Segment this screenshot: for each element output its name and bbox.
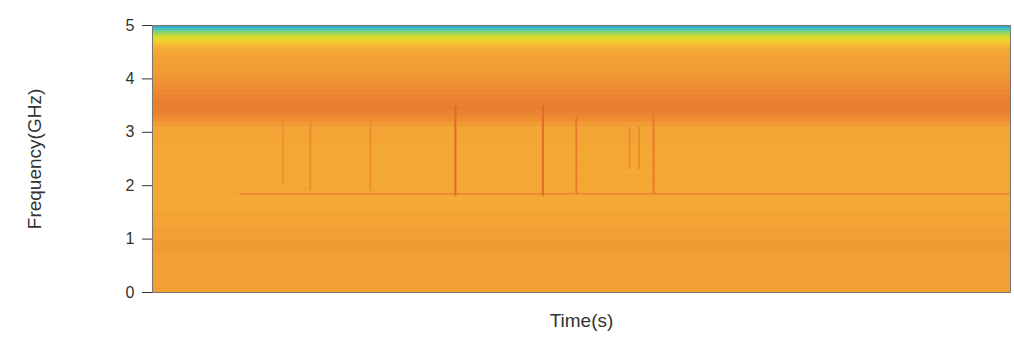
svg-text:Time(s): Time(s) (550, 310, 614, 331)
svg-text:5: 5 (126, 17, 135, 34)
svg-text:2: 2 (126, 177, 135, 194)
svg-text:4: 4 (126, 70, 135, 87)
svg-text:Frequency(GHz): Frequency(GHz) (24, 89, 45, 229)
svg-text:3: 3 (126, 123, 135, 140)
svg-text:1: 1 (126, 230, 135, 247)
svg-text:0: 0 (126, 284, 135, 301)
